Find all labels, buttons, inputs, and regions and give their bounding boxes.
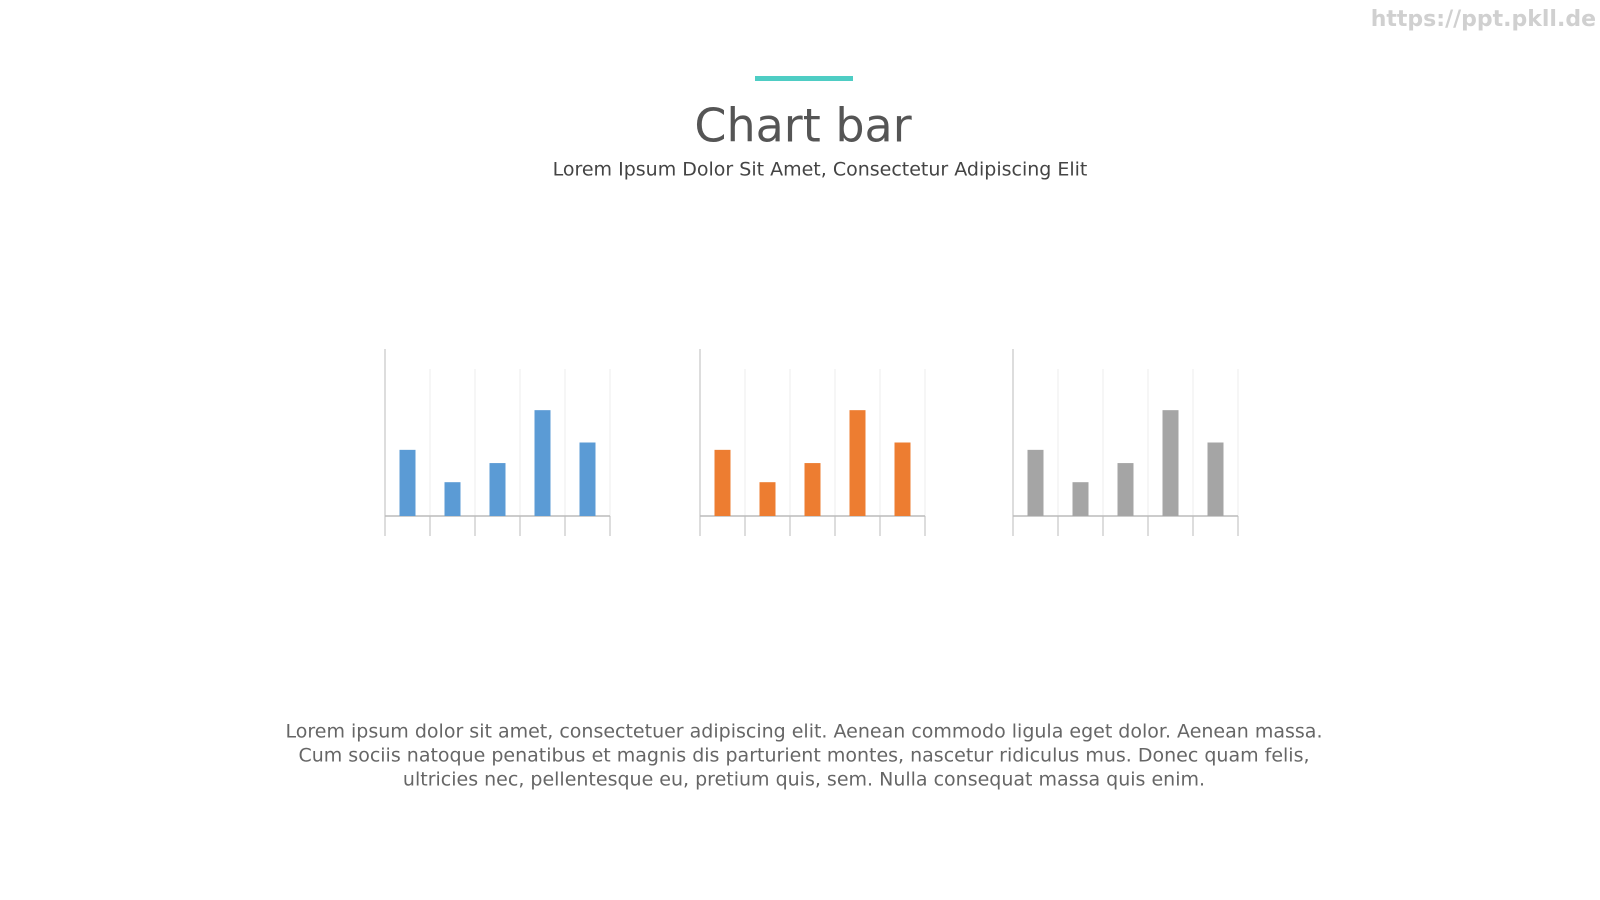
bar bbox=[1072, 482, 1089, 516]
bar bbox=[1162, 410, 1179, 516]
body-line: ultricies nec, pellentesque eu, pretium … bbox=[403, 769, 1205, 791]
bar bbox=[759, 482, 776, 516]
subtitle: Lorem Ipsum Dolor Sit Amet, Consectetur … bbox=[553, 159, 1088, 181]
accent-bar bbox=[755, 76, 853, 81]
bar bbox=[1117, 463, 1134, 516]
body-line: Lorem ipsum dolor sit amet, consectetuer… bbox=[286, 721, 1323, 743]
bar bbox=[804, 463, 821, 516]
bar bbox=[1027, 449, 1044, 516]
bar bbox=[849, 410, 866, 516]
bar bbox=[444, 482, 461, 516]
body-line: Cum sociis natoque penatibus et magnis d… bbox=[298, 745, 1309, 767]
bar bbox=[894, 442, 911, 516]
bar bbox=[1207, 442, 1224, 516]
bar bbox=[579, 442, 596, 516]
watermark: https://ppt.pkll.de bbox=[1371, 7, 1596, 32]
bar bbox=[534, 410, 551, 516]
bar bbox=[489, 463, 506, 516]
title: Chart bar bbox=[694, 99, 911, 153]
bar bbox=[399, 449, 416, 516]
bar bbox=[714, 449, 731, 516]
